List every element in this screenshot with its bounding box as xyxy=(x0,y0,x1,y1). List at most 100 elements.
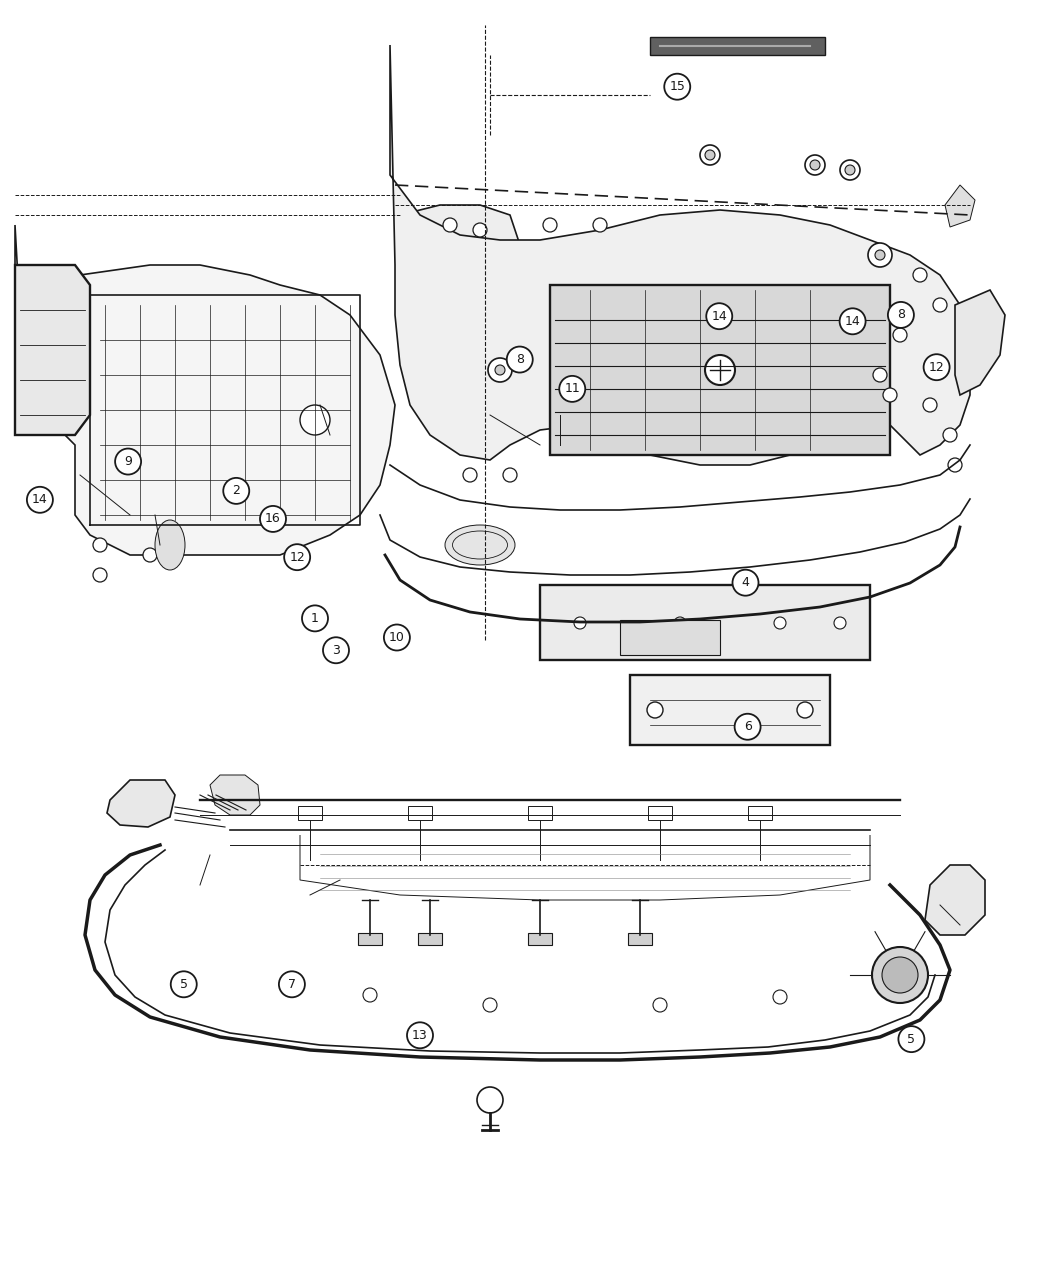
Bar xyxy=(408,806,432,820)
Circle shape xyxy=(323,638,349,663)
Polygon shape xyxy=(107,780,175,827)
Ellipse shape xyxy=(445,525,514,565)
Text: 5: 5 xyxy=(907,1033,916,1045)
Circle shape xyxy=(560,376,585,402)
Polygon shape xyxy=(210,775,260,815)
Text: 4: 4 xyxy=(741,576,750,589)
Circle shape xyxy=(171,972,196,997)
Text: 14: 14 xyxy=(712,310,727,323)
Text: 12: 12 xyxy=(289,551,304,564)
Polygon shape xyxy=(925,864,985,935)
Circle shape xyxy=(302,606,328,631)
Text: 8: 8 xyxy=(897,309,905,321)
Bar xyxy=(648,806,672,820)
Text: 11: 11 xyxy=(565,382,580,395)
Bar xyxy=(620,620,720,655)
Circle shape xyxy=(93,567,107,581)
Circle shape xyxy=(477,1088,503,1113)
Circle shape xyxy=(923,398,937,412)
Circle shape xyxy=(503,468,517,482)
Bar xyxy=(540,585,870,660)
Text: 12: 12 xyxy=(929,361,945,374)
Text: 9: 9 xyxy=(124,455,132,468)
Circle shape xyxy=(873,368,887,382)
Circle shape xyxy=(840,159,860,180)
Bar xyxy=(630,674,830,745)
Circle shape xyxy=(472,223,487,237)
Text: 7: 7 xyxy=(288,978,296,991)
Circle shape xyxy=(875,250,885,260)
Circle shape xyxy=(872,947,928,1003)
Circle shape xyxy=(774,617,786,629)
Circle shape xyxy=(948,458,962,472)
Circle shape xyxy=(384,625,410,650)
Circle shape xyxy=(665,74,690,99)
Circle shape xyxy=(443,218,457,232)
Polygon shape xyxy=(400,205,520,275)
Circle shape xyxy=(593,218,607,232)
Polygon shape xyxy=(945,185,975,227)
Circle shape xyxy=(705,150,715,159)
Circle shape xyxy=(933,298,947,312)
Circle shape xyxy=(647,703,663,718)
Circle shape xyxy=(834,617,846,629)
Bar xyxy=(358,933,382,945)
Circle shape xyxy=(543,218,556,232)
Circle shape xyxy=(773,989,788,1003)
Bar xyxy=(528,933,552,945)
Bar xyxy=(628,933,652,945)
Text: 14: 14 xyxy=(844,315,861,328)
Bar xyxy=(748,806,772,820)
Circle shape xyxy=(882,958,918,993)
Circle shape xyxy=(805,156,825,175)
Bar xyxy=(298,806,322,820)
Circle shape xyxy=(914,268,927,282)
Circle shape xyxy=(924,354,949,380)
Circle shape xyxy=(888,302,914,328)
Circle shape xyxy=(707,303,732,329)
Circle shape xyxy=(797,703,813,718)
Circle shape xyxy=(892,328,907,342)
Text: 15: 15 xyxy=(669,80,686,93)
Polygon shape xyxy=(15,224,395,555)
Text: 14: 14 xyxy=(32,493,48,506)
Text: 13: 13 xyxy=(412,1029,428,1042)
Bar xyxy=(550,286,890,455)
Circle shape xyxy=(93,538,107,552)
Circle shape xyxy=(495,365,505,375)
Circle shape xyxy=(407,1023,433,1048)
Circle shape xyxy=(224,478,249,504)
Circle shape xyxy=(899,1026,924,1052)
Ellipse shape xyxy=(155,520,185,570)
Bar xyxy=(418,933,442,945)
Circle shape xyxy=(733,570,758,595)
Circle shape xyxy=(735,714,760,740)
Circle shape xyxy=(300,405,330,435)
Circle shape xyxy=(674,617,686,629)
Circle shape xyxy=(483,998,497,1012)
Circle shape xyxy=(845,164,855,175)
Text: 3: 3 xyxy=(332,644,340,657)
Bar xyxy=(650,37,825,55)
Circle shape xyxy=(943,428,957,442)
Circle shape xyxy=(840,309,865,334)
Text: 2: 2 xyxy=(232,484,240,497)
Circle shape xyxy=(868,244,892,266)
Circle shape xyxy=(883,388,897,402)
Polygon shape xyxy=(390,45,970,465)
Circle shape xyxy=(810,159,820,170)
Circle shape xyxy=(653,998,667,1012)
Circle shape xyxy=(116,449,141,474)
Bar xyxy=(528,806,552,820)
Text: 16: 16 xyxy=(265,513,281,525)
Circle shape xyxy=(507,347,532,372)
Text: 6: 6 xyxy=(743,720,752,733)
Circle shape xyxy=(363,988,377,1002)
Circle shape xyxy=(260,506,286,532)
Circle shape xyxy=(700,145,720,164)
Text: 10: 10 xyxy=(388,631,405,644)
Circle shape xyxy=(27,487,52,513)
Polygon shape xyxy=(15,265,90,435)
Circle shape xyxy=(143,548,158,562)
Circle shape xyxy=(705,354,735,385)
